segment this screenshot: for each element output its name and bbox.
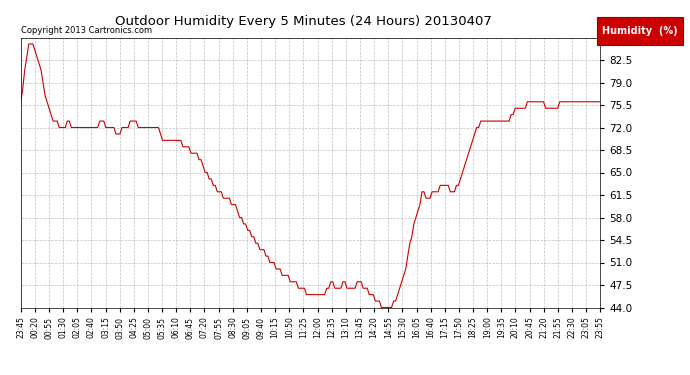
Text: Copyright 2013 Cartronics.com: Copyright 2013 Cartronics.com bbox=[21, 26, 152, 35]
Text: Outdoor Humidity Every 5 Minutes (24 Hours) 20130407: Outdoor Humidity Every 5 Minutes (24 Hou… bbox=[115, 15, 492, 28]
Text: Humidity  (%): Humidity (%) bbox=[602, 26, 678, 36]
